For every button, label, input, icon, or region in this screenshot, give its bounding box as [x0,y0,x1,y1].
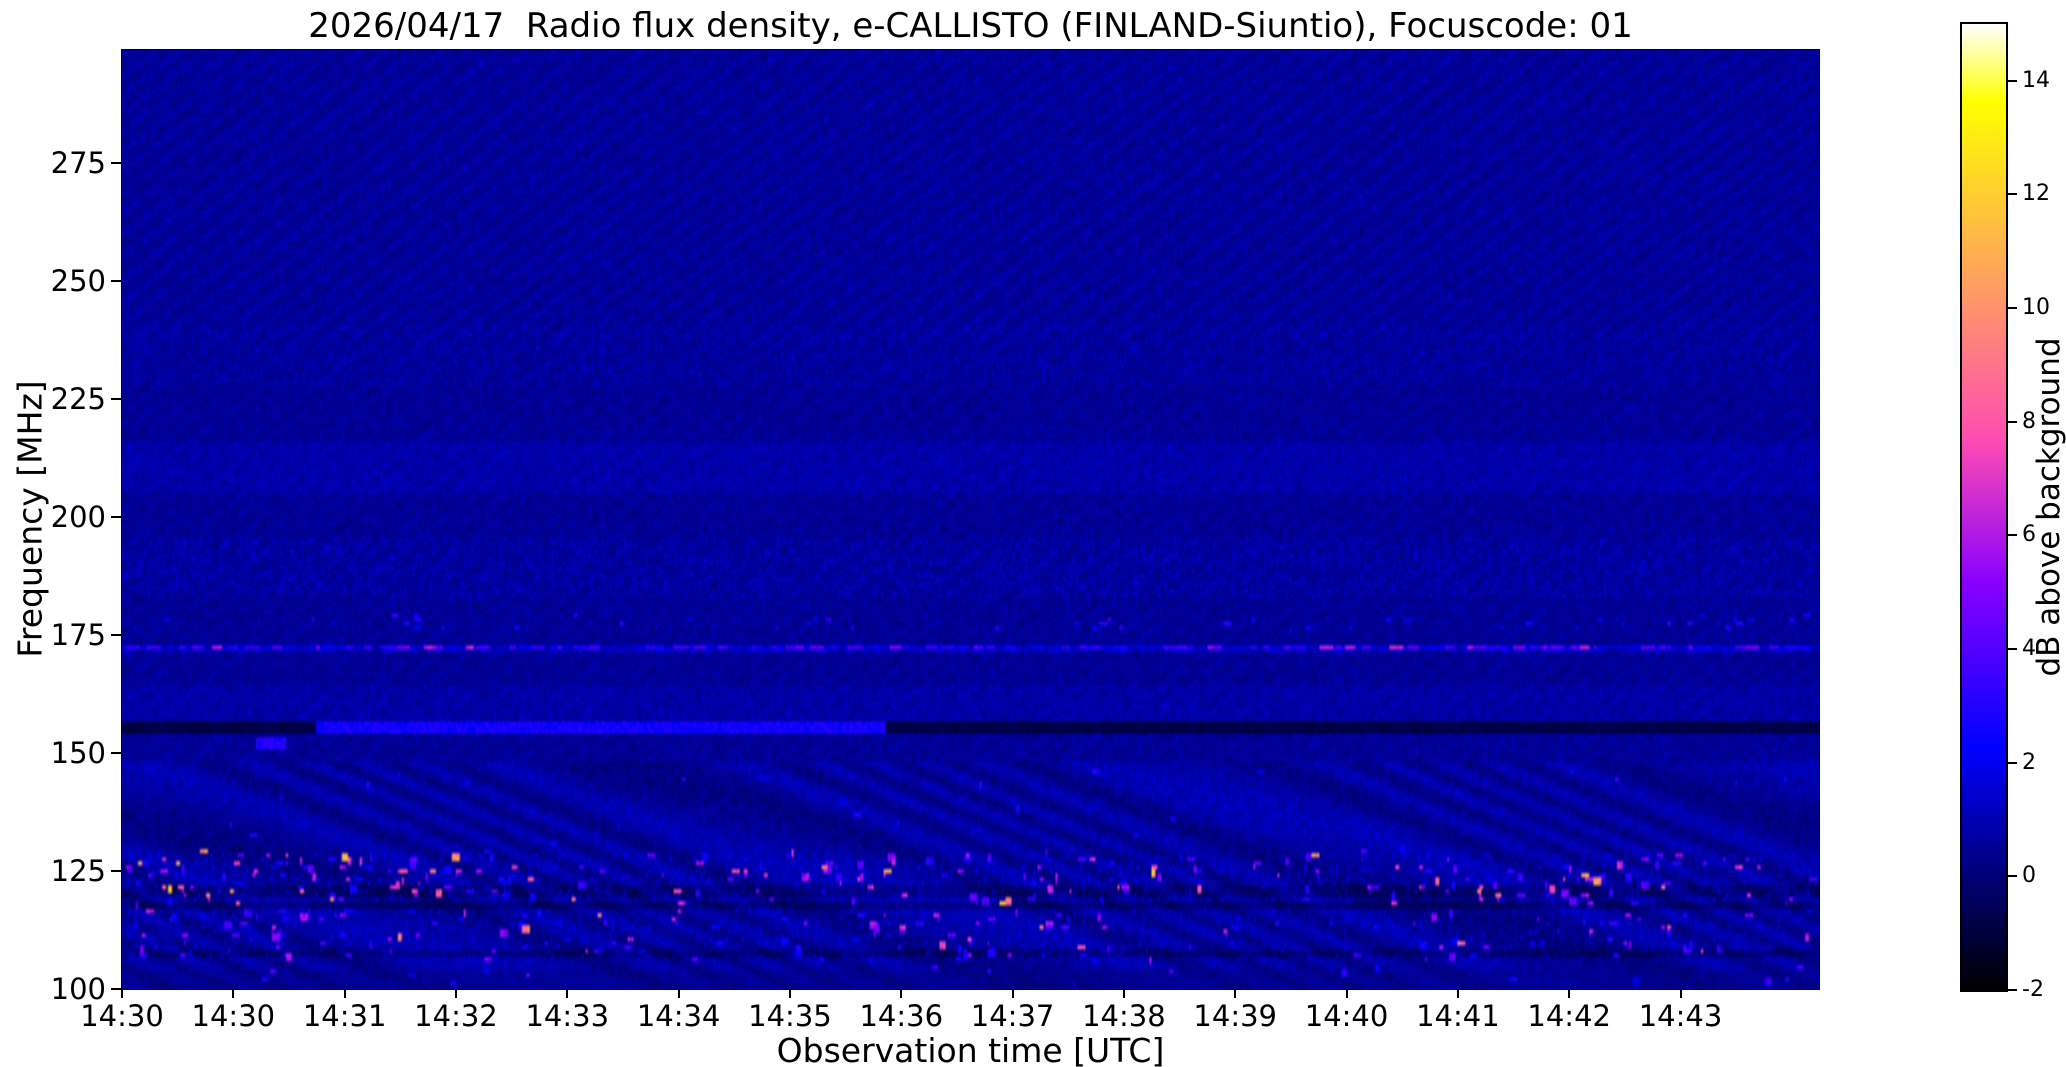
x-tick-mark [677,989,680,998]
x-tick-label: 14:38 [1082,999,1166,1033]
y-tick-label: 200 [50,500,106,535]
chart-title: 2026/04/17 Radio flux density, e-CALLIST… [308,6,1633,46]
x-tick-label: 14:31 [302,999,387,1033]
y-tick-mark [111,634,121,637]
colorbar-label: dB above background [2031,337,2066,677]
colorbar-tick-mark [2008,420,2017,423]
x-tick-mark [1568,989,1571,998]
y-tick-mark [111,870,121,873]
plot-area [121,49,1820,990]
x-tick-label: 14:35 [748,999,832,1033]
x-tick-mark [900,989,903,998]
colorbar-tick-label: 6 [2022,522,2036,548]
colorbar-gradient [1962,24,2006,990]
colorbar-tick-mark [2008,534,2017,537]
x-tick-label: 14:32 [414,999,498,1033]
x-tick-mark [1345,989,1348,998]
y-tick-label: 125 [50,854,106,889]
spectrogram-heatmap [122,50,1819,989]
y-tick-label: 150 [50,736,106,771]
y-tick-label: 250 [50,264,106,299]
y-tick-mark [111,988,121,990]
y-tick-mark [111,280,121,283]
x-tick-mark [454,989,457,998]
x-tick-mark [1011,989,1014,998]
colorbar-tick-label: 2 [2022,749,2036,775]
x-tick-mark [1679,989,1682,998]
x-tick-mark [343,989,346,998]
colorbar-tick-label: 4 [2022,636,2036,662]
colorbar-tick-label: 0 [2022,863,2036,889]
x-tick-label: 14:37 [970,999,1055,1033]
x-tick-label: 14:30 [191,999,276,1033]
y-tick-mark [111,398,121,401]
x-tick-mark [788,989,791,998]
x-tick-label: 14:36 [859,999,944,1033]
colorbar-tick-mark [2008,648,2017,651]
x-tick-mark [232,989,235,998]
x-tick-label: 14:40 [1304,999,1389,1033]
x-tick-label: 14:43 [1638,999,1723,1033]
colorbar-tick-label: 12 [2022,181,2050,207]
y-tick-label: 275 [50,146,106,181]
y-tick-label: 100 [50,972,106,1006]
x-tick-label: 14:39 [1193,999,1277,1033]
y-tick-label: 225 [50,382,106,417]
x-tick-label: 14:33 [525,999,610,1033]
x-tick-mark [1234,989,1237,998]
colorbar-tick-label: -2 [2022,977,2044,1002]
x-tick-mark [566,989,569,998]
x-tick-label: 14:34 [636,999,721,1033]
colorbar-tick-mark [2008,307,2017,310]
y-tick-mark [111,752,121,755]
y-tick-label: 175 [50,618,106,653]
colorbar-tick-label: 14 [2022,67,2050,93]
colorbar-tick-mark [2008,761,2017,764]
x-tick-label: 14:30 [80,999,164,1033]
x-tick-mark [121,989,123,998]
y-tick-mark [111,516,121,519]
colorbar [1960,22,2008,992]
colorbar-tick-mark [2008,989,2017,991]
colorbar-tick-mark [2008,79,2017,82]
colorbar-tick-mark [2008,193,2017,196]
x-tick-mark [1456,989,1459,998]
x-tick-mark [1122,989,1125,998]
x-axis-label: Observation time [UTC] [776,1031,1165,1067]
x-tick-label: 14:41 [1416,999,1500,1033]
colorbar-tick-label: 8 [2022,408,2036,434]
x-tick-label: 14:42 [1527,999,1611,1033]
colorbar-tick-mark [2008,875,2017,878]
colorbar-tick-label: 10 [2022,295,2050,321]
y-tick-mark [111,162,121,165]
